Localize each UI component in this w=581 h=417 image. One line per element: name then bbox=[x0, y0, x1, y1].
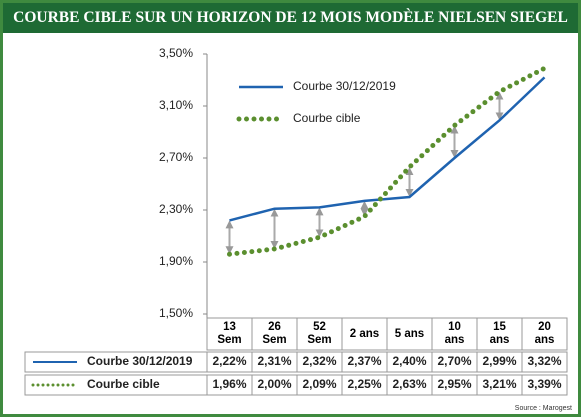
x-tick-label: 10 ans bbox=[444, 321, 465, 346]
x-tick-label: 52 Sem bbox=[307, 321, 332, 346]
series-line bbox=[229, 76, 546, 222]
x-tick-label: 15 ans bbox=[489, 321, 510, 346]
legend-label: Courbe cible bbox=[293, 111, 361, 125]
x-tick-label: 5 ans bbox=[394, 327, 425, 340]
table-value: 2,22% bbox=[212, 354, 246, 368]
table-value: 2,99% bbox=[482, 354, 516, 368]
table-value: 2,09% bbox=[302, 377, 336, 391]
y-tick-label: 2,30% bbox=[159, 202, 193, 216]
table-value: 2,37% bbox=[347, 354, 381, 368]
chart-title: COURBE CIBLE SUR UN HORIZON DE 12 MOIS M… bbox=[3, 3, 578, 33]
x-tick-label: 2 ans bbox=[349, 327, 380, 340]
table-value: 2,31% bbox=[257, 354, 291, 368]
y-tick-label: 1,50% bbox=[159, 306, 193, 320]
y-tick-label: 3,10% bbox=[159, 98, 193, 112]
x-tick-label: 20 ans bbox=[534, 321, 555, 346]
table-value: 3,39% bbox=[527, 377, 561, 391]
y-tick-label: 1,90% bbox=[159, 254, 193, 268]
table-value: 2,95% bbox=[437, 377, 471, 391]
chart: 1,50% 1,90% 2,30% 2,70% 3,10% 3,50% Courbe 30/… bbox=[24, 46, 568, 396]
legend-label: Courbe 30/12/2019 bbox=[293, 79, 396, 93]
table-value: 1,96% bbox=[212, 377, 246, 391]
y-tick-label: 3,50% bbox=[159, 46, 193, 60]
table-value: 2,70% bbox=[437, 354, 471, 368]
table-value: 2,00% bbox=[257, 377, 291, 391]
table-value: 2,25% bbox=[347, 377, 381, 391]
table-value: 3,21% bbox=[482, 377, 516, 391]
table-value: 2,63% bbox=[392, 377, 426, 391]
table-row-label: Courbe cible bbox=[87, 377, 160, 391]
table-value: 2,40% bbox=[392, 354, 426, 368]
series-line bbox=[227, 65, 547, 257]
source-note: Source : Marogest bbox=[514, 405, 572, 412]
y-tick-label: 2,70% bbox=[159, 150, 193, 164]
table-value: 3,32% bbox=[527, 354, 561, 368]
table-value: 2,32% bbox=[302, 354, 336, 368]
table-row-label: Courbe 30/12/2019 bbox=[87, 354, 193, 368]
x-tick-label: 26 Sem bbox=[262, 321, 287, 346]
x-tick-label: 13 Sem bbox=[217, 321, 242, 346]
